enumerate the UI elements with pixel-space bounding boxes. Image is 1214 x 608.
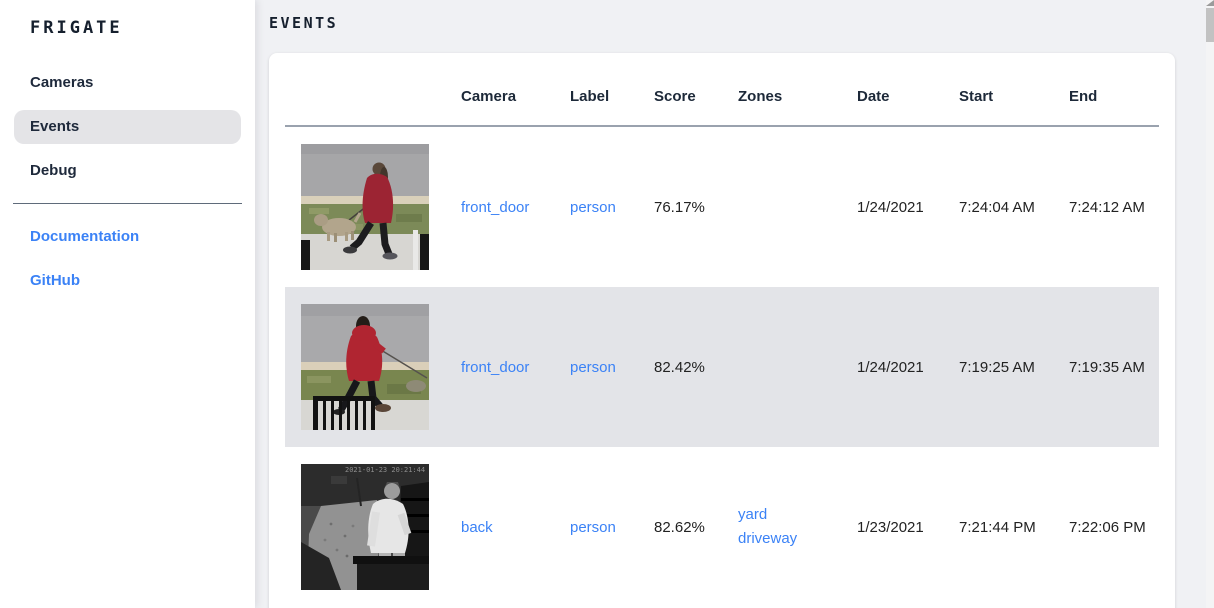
sidebar-item-events[interactable]: Events <box>14 110 241 144</box>
thumbnail-timestamp: 2021-01-23 20:21:44 <box>345 466 425 474</box>
event-camera-cell: front_door <box>445 199 554 216</box>
event-date: 1/24/2021 <box>857 358 924 376</box>
event-score: 76.17% <box>654 198 705 216</box>
event-zones: yard driveway <box>722 503 841 551</box>
sidebar-item-debug[interactable]: Debug <box>30 162 77 179</box>
event-thumbnail[interactable]: 2021-01-23 20:21:44 <box>285 464 445 590</box>
camera-link[interactable]: back <box>461 518 493 536</box>
sidebar-divider <box>13 203 242 204</box>
event-score: 82.42% <box>654 358 705 376</box>
events-table: Camera Label Score Zones Date Start End <box>285 53 1159 607</box>
event-date: 1/24/2021 <box>857 198 924 216</box>
camera-link[interactable]: front_door <box>461 358 530 376</box>
event-thumbnail-image-front-door-dog-walk-right <box>301 304 429 430</box>
event-label-cell: person <box>554 519 638 536</box>
event-thumbnail[interactable] <box>285 144 445 270</box>
event-row[interactable]: front_door person 82.42% 1/24/2021 7:19:… <box>285 287 1159 447</box>
event-thumbnail[interactable] <box>285 304 445 430</box>
page-title: EVENTS <box>269 14 339 32</box>
event-label-cell: person <box>554 359 638 376</box>
column-header-end: End <box>1069 88 1098 105</box>
event-thumbnail-image-back-night-person: 2021-01-23 20:21:44 <box>301 464 429 590</box>
events-card: Camera Label Score Zones Date Start End <box>269 53 1175 608</box>
app-logo: FRIGATE <box>30 18 123 38</box>
column-header-start: Start <box>959 88 994 105</box>
sidebar-item-cameras[interactable]: Cameras <box>30 74 94 91</box>
sidebar: FRIGATE Cameras Events Debug Documentati… <box>0 0 255 608</box>
column-header-thumbnail <box>285 105 445 125</box>
event-start-time: 7:21:44 PM <box>959 518 1036 536</box>
event-thumbnail-image-front-door-dog-walk-left <box>301 144 429 270</box>
event-end-time: 7:19:35 AM <box>1069 358 1145 376</box>
column-header-date: Date <box>857 88 890 105</box>
event-camera-cell: front_door <box>445 359 554 376</box>
column-header-label: Label <box>570 88 610 105</box>
label-link[interactable]: person <box>570 358 616 376</box>
event-end-time: 7:22:06 PM <box>1069 518 1146 536</box>
sidebar-nav: Cameras Events Debug Documentation GitHu… <box>0 66 255 298</box>
event-row[interactable]: 2021-01-23 20:21:44 <box>285 447 1159 607</box>
label-link[interactable]: person <box>570 198 616 216</box>
zone-link-yard[interactable]: yard <box>738 506 768 523</box>
vertical-scrollbar[interactable] <box>1206 0 1214 608</box>
camera-link[interactable]: front_door <box>461 198 530 216</box>
main-content: EVENTS Camera Label Score Zones Date Sta… <box>255 0 1214 608</box>
scroll-up-arrow-icon[interactable] <box>1206 0 1214 6</box>
event-score: 82.62% <box>654 518 705 536</box>
column-header-camera: Camera <box>461 88 517 105</box>
table-header-row: Camera Label Score Zones Date Start End <box>285 53 1159 127</box>
event-end-time: 7:24:12 AM <box>1069 198 1145 216</box>
column-header-zones: Zones <box>738 88 783 105</box>
event-row[interactable]: front_door person 76.17% 1/24/2021 7:24:… <box>285 127 1159 287</box>
event-start-time: 7:19:25 AM <box>959 358 1035 376</box>
event-date: 1/23/2021 <box>857 518 924 536</box>
column-header-score: Score <box>654 88 696 105</box>
label-link[interactable]: person <box>570 518 616 536</box>
scrollbar-thumb[interactable] <box>1206 8 1214 42</box>
sidebar-item-github[interactable]: GitHub <box>30 272 80 289</box>
event-start-time: 7:24:04 AM <box>959 198 1035 216</box>
sidebar-item-documentation[interactable]: Documentation <box>30 228 140 245</box>
zone-link-driveway[interactable]: driveway <box>738 530 798 547</box>
event-camera-cell: back <box>445 519 554 536</box>
event-label-cell: person <box>554 199 638 216</box>
